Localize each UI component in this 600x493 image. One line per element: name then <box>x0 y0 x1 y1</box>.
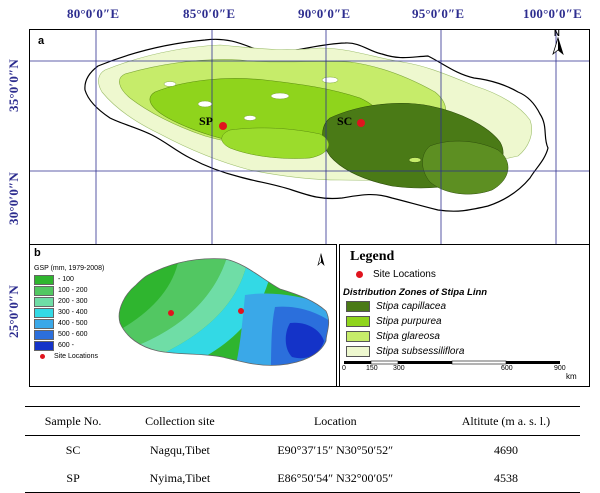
zone-legend-row: Stipa purpurea <box>346 315 442 327</box>
lake <box>243 115 257 121</box>
cell-altitude: 4538 <box>431 464 580 493</box>
zone-name: Stipa capillacea <box>376 300 447 312</box>
scale-tick-600: 600 <box>501 365 513 372</box>
legend-panel: Legend Site Locations Distribution Zones… <box>339 244 589 386</box>
precipitation-map <box>118 252 330 366</box>
inset-swatch <box>34 274 54 285</box>
inset-legend: GSP (mm, 1979-2008) - 100 100 - 200 200 - … <box>34 265 104 362</box>
inset-class-label: 200 - 300 <box>58 298 88 305</box>
cell-site: Nyima,Tibet <box>121 464 239 493</box>
zone-purpurea-patch <box>221 127 329 159</box>
inset-class-label: 600 - <box>58 342 74 349</box>
cell-sample: SP <box>25 464 122 493</box>
site-label-sp: SP <box>199 114 214 128</box>
zone-swatch <box>346 330 370 342</box>
header-collection-site: Collection site <box>121 406 239 436</box>
map-canvas <box>30 30 589 244</box>
table-row: SP Nyima,Tibet E86°50′54″ N32°00′05″ 453… <box>25 464 580 493</box>
inset-legend-title: GSP (mm, 1979-2008) <box>34 265 105 272</box>
inset-map-b: b <box>30 244 337 386</box>
map-frame: a SP SC N b <box>29 29 590 387</box>
header-sample-no: Sample No. <box>25 406 122 436</box>
lon-label-85: 85°0′0″E <box>183 6 236 21</box>
inset-site-legend: Site Locations <box>34 351 104 362</box>
table-row: SC Nagqu,Tibet E90°37′15″ N30°50′52″ 469… <box>25 436 580 465</box>
inset-class-label: 100 - 200 <box>58 287 88 294</box>
sample-table: Sample No. Collection site Location Alti… <box>25 406 580 493</box>
site-label-sc: SC <box>337 114 353 128</box>
inset-north-arrow-icon <box>317 252 325 267</box>
graticule <box>30 30 589 244</box>
zone-swatch <box>346 315 370 327</box>
scale-tick-150: 150 <box>366 365 378 372</box>
zone-capillacea-patch <box>422 140 509 195</box>
zone-legend-row: Stipa capillacea <box>346 300 446 312</box>
site-dot-icon <box>40 354 45 359</box>
inset-legend-row: 300 - 400 <box>34 307 104 318</box>
inset-class-label: 400 - 500 <box>58 320 88 327</box>
table-header-row: Sample No. Collection site Location Alti… <box>25 406 580 436</box>
inset-swatch <box>34 307 54 318</box>
zone-name: Stipa subsessiliflora <box>376 345 465 357</box>
scale-unit: km <box>566 372 577 381</box>
inset-site-label: Site Locations <box>54 353 98 360</box>
lat-label-35: 35°0′0″N <box>6 58 21 112</box>
cell-site: Nagqu,Tibet <box>149 442 210 457</box>
site-dot-icon <box>356 271 363 278</box>
inset-site-sp <box>168 310 174 316</box>
scale-bar <box>344 360 560 365</box>
inset-class-label: 300 - 400 <box>58 309 88 316</box>
lon-label-100: 100°0′0″E <box>523 6 583 21</box>
scale-tick-300: 300 <box>393 365 405 372</box>
inset-legend-row: - 100 <box>34 274 104 285</box>
legend-title: Legend <box>350 249 395 264</box>
lake <box>163 81 177 87</box>
zone-legend-row: Stipa glareosa <box>346 330 440 342</box>
inset-site-sc <box>238 308 244 314</box>
cell-location: E90°37′15″ N30°50′52″ <box>277 442 394 457</box>
zone-swatch <box>346 300 370 312</box>
lon-label-95: 95°0′0″E <box>412 6 465 21</box>
inset-swatch <box>34 285 54 296</box>
panel-b-label: b <box>34 247 41 259</box>
site-marker-sc <box>357 119 365 127</box>
lake <box>270 92 290 100</box>
inset-swatch <box>34 329 54 340</box>
lon-label-90: 90°0′0″E <box>298 6 351 21</box>
inset-legend-row: 200 - 300 <box>34 296 104 307</box>
zone-legend-row: Stipa subsessiliflora <box>346 345 464 357</box>
legend-site-row: Site Locations <box>348 269 436 280</box>
header-altitude: Altitute (m a. s. l.) <box>431 406 580 436</box>
scale-tick-900: 900 <box>554 365 566 372</box>
inset-swatch <box>34 318 54 329</box>
cell-sample: SC <box>65 442 81 457</box>
lon-label-80: 80°0′0″E <box>67 6 120 21</box>
inset-legend-row: 600 - <box>34 340 104 351</box>
inset-swatch <box>34 340 54 351</box>
lake <box>408 157 422 163</box>
inset-legend-row: 400 - 500 <box>34 318 104 329</box>
cell-location: E86°50′54″ N32°00′05″ <box>238 464 432 493</box>
cell-altitude: 4690 <box>493 442 518 457</box>
zone-name: Stipa glareosa <box>376 330 440 342</box>
inset-legend-row: 100 - 200 <box>34 285 104 296</box>
lat-label-25: 25°0′0″N <box>6 284 21 338</box>
zone-name: Stipa purpurea <box>376 315 442 327</box>
panel-a-label: a <box>38 35 45 47</box>
zones-title: Distribution Zones of Stipa Linn <box>343 287 488 298</box>
inset-legend-row: 500 - 600 <box>34 329 104 340</box>
lake <box>197 100 213 108</box>
lake <box>321 76 339 84</box>
north-arrow-icon <box>552 36 564 56</box>
site-marker-sp <box>219 122 227 130</box>
scale-tick-0: 0 <box>342 365 346 372</box>
inset-class-label: - 100 <box>58 276 74 283</box>
legend-site-label: Site Locations <box>373 269 436 280</box>
north-label: N <box>554 29 560 38</box>
zone-swatch <box>346 345 370 357</box>
lat-label-30: 30°0′0″N <box>6 171 21 225</box>
inset-class-label: 500 - 600 <box>58 331 88 338</box>
inset-swatch <box>34 296 54 307</box>
header-location: Location <box>238 406 432 436</box>
